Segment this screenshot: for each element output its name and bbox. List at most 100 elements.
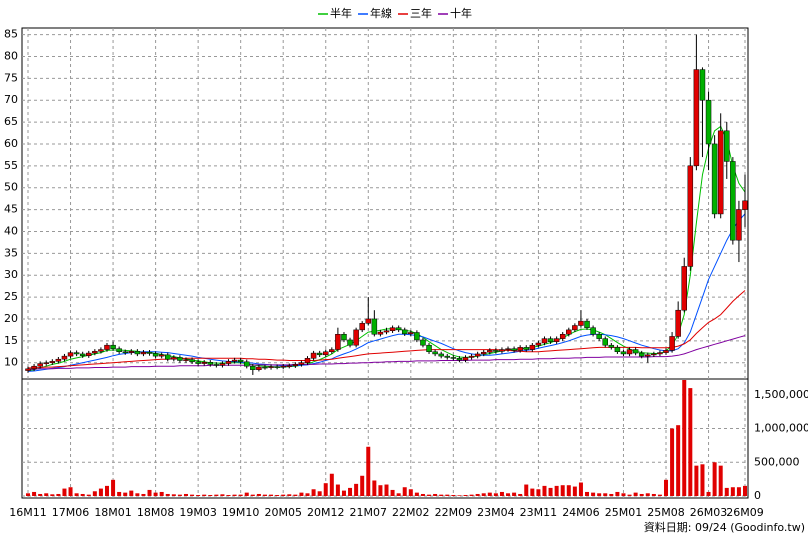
candle-body: [474, 353, 481, 357]
y-tick-label: 10: [4, 356, 18, 369]
volume-bar: [524, 484, 529, 496]
candle-body: [189, 359, 195, 363]
volume-bar: [354, 483, 359, 496]
x-tick-label: 18M08: [137, 506, 175, 519]
candle-body: [523, 347, 530, 350]
volume-bar: [597, 493, 602, 496]
candle-body: [116, 348, 122, 352]
candle-body: [304, 358, 311, 363]
y-tick-label: 80: [4, 49, 18, 62]
candle-body: [177, 357, 183, 361]
volume-bar: [56, 493, 61, 496]
x-tick-label: 16M11: [9, 506, 47, 519]
candle-body: [92, 351, 98, 354]
candle-body: [371, 318, 378, 335]
volume-bar: [621, 493, 626, 496]
volume-bar: [736, 487, 741, 496]
candle-body: [535, 342, 542, 346]
volume-bar: [427, 494, 432, 496]
candle-body: [711, 143, 718, 215]
candle-body: [657, 352, 663, 355]
candle-body: [450, 357, 457, 359]
volume-bar: [311, 489, 316, 496]
candle-body: [316, 352, 323, 356]
volume-bar: [305, 493, 310, 496]
candle-body: [122, 351, 128, 353]
volume-bar: [670, 428, 675, 496]
candle-body: [736, 209, 742, 241]
volume-bar: [512, 492, 517, 496]
candle-body: [110, 344, 116, 349]
candle-body: [43, 362, 49, 364]
volume-bar: [220, 494, 225, 496]
volume-bar: [196, 494, 201, 496]
volume-bar: [615, 491, 620, 496]
x-tick-label: 26M09: [726, 506, 764, 519]
candle-body: [663, 350, 669, 353]
candle-body: [243, 361, 250, 367]
candle-body: [104, 344, 110, 350]
volume-bar: [475, 493, 480, 496]
candle-body: [675, 309, 681, 337]
volume-bar: [147, 489, 152, 496]
volume-bar: [402, 487, 407, 496]
candle-body: [438, 353, 444, 357]
x-tick-label: 25M08: [647, 506, 685, 519]
candle-body: [225, 361, 232, 364]
y-tick-label: 15: [4, 334, 18, 347]
candle-body: [651, 353, 657, 356]
volume-bar: [123, 492, 128, 496]
volume-bar: [560, 485, 565, 496]
candle-body: [687, 165, 694, 267]
volume-bar: [68, 487, 73, 496]
candle-body: [61, 355, 68, 360]
volume-bar: [408, 489, 413, 496]
legend-label: 年線: [370, 6, 392, 20]
x-tick-label: 21M07: [350, 506, 388, 519]
y-tick-label: 60: [4, 137, 18, 150]
volume-bar: [256, 493, 261, 496]
volume-bar: [712, 462, 717, 496]
volume-bar: [183, 493, 188, 496]
volume-bar: [202, 494, 207, 496]
volume-bar: [141, 493, 146, 496]
candle-body: [493, 350, 499, 352]
volume-bar: [214, 494, 219, 496]
y-tick-label: 55: [4, 159, 18, 172]
volume-bar: [153, 492, 158, 496]
y-tick-label: 20: [4, 312, 18, 325]
volume-bar: [627, 494, 632, 496]
x-tick-label: 18M01: [94, 506, 132, 519]
candle-body: [292, 364, 299, 366]
volume-bar: [439, 494, 444, 496]
x-tick-label: 25M01: [605, 506, 643, 519]
volume-bar: [384, 484, 389, 496]
x-tick-label: 26M03: [690, 506, 728, 519]
volume-bar: [275, 494, 280, 496]
candle-body: [55, 358, 62, 362]
candle-body: [717, 130, 724, 215]
candle-body: [262, 366, 268, 369]
volume-bar: [578, 482, 583, 496]
candle-body: [250, 365, 256, 370]
volume-bar: [366, 446, 371, 496]
volume-bar: [281, 494, 286, 496]
candle-body: [335, 334, 341, 350]
y-tick-label: 50: [4, 181, 18, 194]
volume-bar: [135, 493, 140, 496]
volume-bar: [26, 493, 30, 496]
volume-bar: [232, 494, 237, 496]
volume-bar: [694, 465, 699, 496]
x-tick-label: 22M02: [392, 506, 430, 519]
volume-bar: [487, 492, 492, 496]
legend-label: 三年: [410, 6, 432, 20]
candle-body: [620, 351, 627, 355]
volume-bar: [293, 494, 298, 496]
x-tick-label: 23M11: [520, 506, 558, 519]
y-tick-label: 45: [4, 203, 18, 216]
volume-bar: [420, 493, 425, 496]
legend: 半年 年線 三年 十年: [318, 6, 472, 20]
volume-bar: [335, 484, 340, 496]
volume-bar: [609, 493, 614, 496]
y-tick-label: 25: [4, 290, 18, 303]
